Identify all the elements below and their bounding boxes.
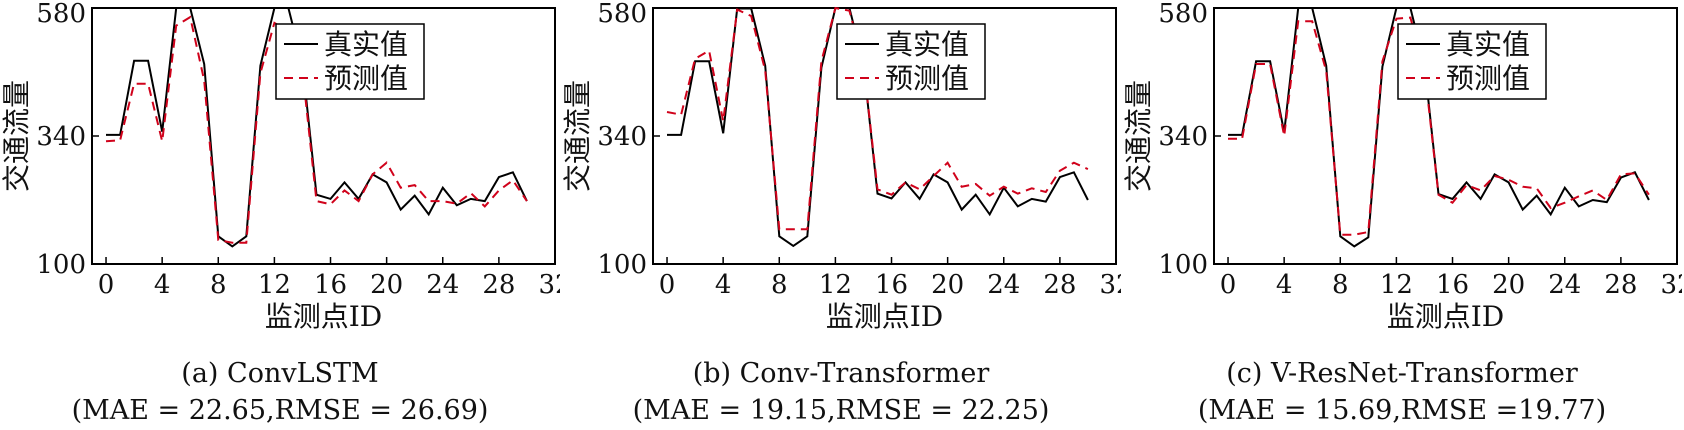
legend-box [275, 23, 425, 100]
x-tick-label: 32 [1099, 270, 1121, 300]
x-tick-label: 12 [258, 270, 291, 300]
legend-box [836, 23, 986, 100]
series-line-predicted [105, 15, 528, 244]
x-tick-label: 32 [1660, 270, 1682, 300]
x-tick-label: 32 [538, 270, 560, 300]
x-tick-label: 20 [931, 270, 964, 300]
x-tick-label: 24 [1548, 270, 1581, 300]
y-tick-label: 100 [36, 250, 86, 280]
x-tick-label: 12 [819, 270, 852, 300]
x-axis-label: 监测点ID [1387, 300, 1505, 333]
x-tick-label: 16 [314, 270, 347, 300]
x-tick-label: 28 [482, 270, 515, 300]
series-line-predicted [1228, 16, 1650, 236]
legend-label: 预测值 [1446, 62, 1530, 95]
legend-box [1397, 23, 1547, 100]
legend-label: 预测值 [324, 62, 408, 95]
x-tick-label: 28 [1043, 270, 1076, 300]
y-tick-label: 340 [36, 122, 86, 152]
y-tick-label: 580 [1158, 0, 1208, 29]
y-tick-label: 580 [597, 0, 647, 29]
y-axis-label: 交通流量 [1122, 80, 1155, 192]
x-tick-label: 28 [1604, 270, 1637, 300]
caption-b: (b) Conv-Transformer [692, 358, 990, 389]
y-tick-label: 340 [597, 122, 647, 152]
x-tick-label: 24 [987, 270, 1020, 300]
x-axis-label: 监测点ID [826, 300, 944, 333]
x-tick-label: 8 [1332, 270, 1349, 300]
x-tick-label: 4 [715, 270, 732, 300]
x-tick-label: 0 [659, 270, 676, 300]
y-axis-label: 交通流量 [561, 80, 594, 192]
legend-label: 真实值 [324, 28, 408, 61]
legend-label: 预测值 [885, 62, 969, 95]
chart-panel-c: 048121620242832100340580监测点ID交通流量真实值预测值 … [1122, 0, 1682, 430]
y-tick-label: 100 [597, 250, 647, 280]
y-axis-label: 交通流量 [0, 80, 33, 192]
metrics-a: (MAE = 22.65,RMSE = 26.69) [71, 395, 489, 426]
x-tick-label: 20 [1492, 270, 1525, 300]
x-tick-label: 20 [370, 270, 403, 300]
metrics-b: (MAE = 19.15,RMSE = 22.25) [632, 395, 1050, 426]
x-tick-label: 4 [154, 270, 171, 300]
x-tick-label: 0 [1220, 270, 1237, 300]
series-line-actual [667, 7, 1089, 248]
x-axis-label: 监测点ID [265, 300, 383, 333]
chart-panel-a: 048121620242832100340580监测点ID交通流量真实值预测值 … [0, 0, 560, 430]
y-tick-label: 580 [36, 0, 86, 29]
y-tick-label: 100 [1158, 250, 1208, 280]
x-tick-label: 8 [771, 270, 788, 300]
x-tick-label: 24 [426, 270, 459, 300]
x-tick-label: 0 [98, 270, 115, 300]
chart-panel-b: 048121620242832100340580监测点ID交通流量真实值预测值 … [561, 0, 1121, 430]
x-tick-label: 4 [1276, 270, 1293, 300]
x-tick-label: 12 [1380, 270, 1413, 300]
legend-label: 真实值 [885, 28, 969, 61]
series-line-predicted [666, 6, 1089, 231]
caption-c: (c) V-ResNet-Transformer [1226, 358, 1578, 389]
y-tick-label: 340 [1158, 122, 1208, 152]
metrics-c: (MAE = 15.69,RMSE =19.77) [1197, 395, 1607, 426]
x-tick-label: 16 [1436, 270, 1469, 300]
x-tick-label: 16 [875, 270, 908, 300]
legend-label: 真实值 [1446, 28, 1530, 61]
caption-a: (a) ConvLSTM [181, 358, 379, 389]
x-tick-label: 8 [210, 270, 227, 300]
